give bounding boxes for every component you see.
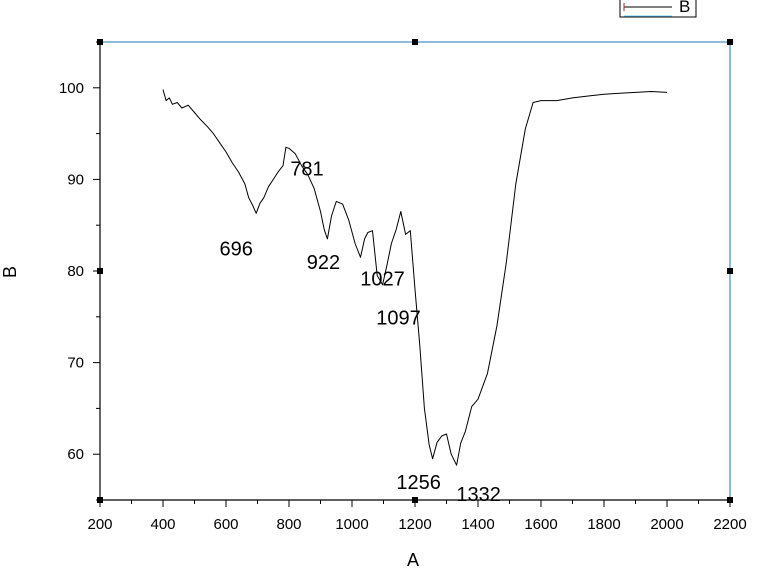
legend-box [619, 0, 697, 18]
peak-label: 1332 [456, 484, 501, 506]
y-tick-label: 80 [67, 263, 84, 280]
x-tick-label: 2200 [713, 516, 746, 533]
x-tick-label: 200 [87, 516, 112, 533]
x-tick-label: 800 [276, 516, 301, 533]
x-tick-label: 1000 [335, 516, 368, 533]
legend[interactable]: B [619, 0, 697, 18]
y-tick-label: 70 [67, 355, 84, 372]
y-tick-label: 90 [67, 171, 84, 188]
selection-handles[interactable] [97, 39, 733, 503]
peak-label: 1256 [396, 472, 441, 494]
y-tick-label: 100 [59, 80, 84, 97]
legend-label: B [679, 0, 690, 16]
series-layer [162, 89, 668, 466]
handle-top-right[interactable] [727, 39, 733, 45]
peak-label: 1097 [376, 308, 421, 330]
x-tick-label: 400 [150, 516, 175, 533]
x-tick-label: 1600 [524, 516, 557, 533]
x-tick-label: 2000 [650, 516, 683, 533]
plot-frame[interactable] [99, 41, 731, 501]
y-tick-label: 60 [67, 446, 84, 463]
series-line [162, 89, 668, 466]
peak-label: 696 [220, 238, 253, 260]
x-tick-label: 1800 [587, 516, 620, 533]
y-ticks: 60 70 80 90 100 [59, 41, 100, 501]
x-tick-label: 1400 [461, 516, 494, 533]
x-ticks: 200 400 600 800 1000 1200 1400 1600 1800 2000 2200 [87, 500, 747, 533]
handle-top-center[interactable] [412, 39, 418, 45]
y-axis-title: B [0, 266, 20, 278]
handle-mid-right[interactable] [727, 268, 733, 274]
peak-label: 922 [307, 252, 340, 274]
x-tick-label: 1200 [398, 516, 431, 533]
x-axis-title: A [407, 550, 419, 569]
peak-label: 1027 [360, 268, 405, 290]
annotations: 696 781 922 1027 1097 1256 1332 [220, 159, 501, 507]
x-tick-label: 600 [213, 516, 238, 533]
peak-label: 781 [290, 159, 323, 181]
